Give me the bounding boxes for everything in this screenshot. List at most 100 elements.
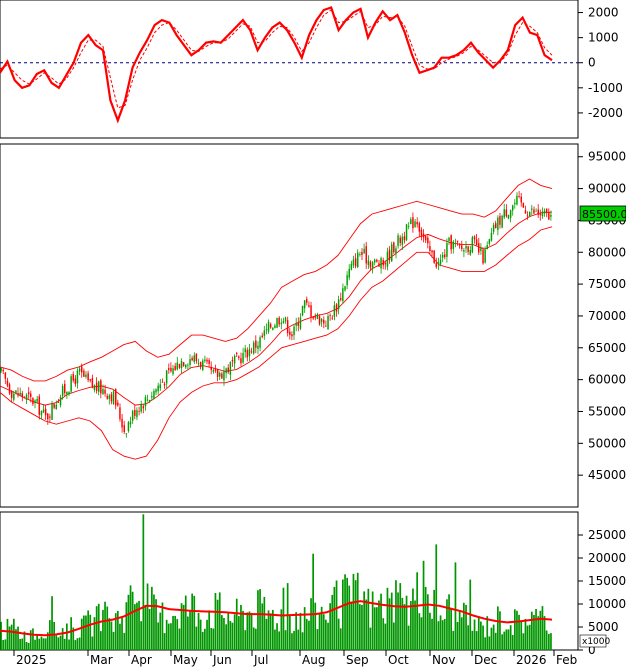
candle-body [280, 322, 283, 325]
candle-body [61, 386, 64, 396]
candle-body [535, 210, 537, 212]
candle-body [405, 224, 408, 240]
candle-body [537, 209, 539, 215]
volume-bar [191, 593, 193, 650]
price-tick-label: 55000 [588, 404, 626, 418]
volume-bar [13, 618, 15, 650]
volume-bar [492, 624, 495, 650]
candle-body [219, 373, 221, 377]
candle-body [501, 215, 503, 228]
candle-body [138, 411, 140, 412]
volume-bar [53, 622, 55, 650]
volume-bar [44, 638, 47, 650]
candle-body [350, 263, 353, 270]
volume-bar [172, 616, 174, 650]
candle-body [312, 316, 314, 319]
candle-body [95, 382, 98, 391]
candle-body [25, 394, 28, 400]
volume-bar [189, 611, 191, 650]
volume-bar [263, 596, 266, 650]
volume-bar [435, 544, 438, 650]
candle-body [144, 397, 147, 407]
macd-tick-label: 0 [588, 56, 596, 70]
candle-body [539, 213, 542, 216]
volume-layer [0, 514, 553, 650]
volume-bar [293, 630, 295, 650]
volume-bar [439, 615, 442, 650]
candle-body [514, 202, 516, 205]
candle-body [40, 410, 43, 416]
candle-body [454, 243, 457, 244]
candle-body [367, 260, 370, 265]
volume-bar [305, 618, 308, 650]
volume-bar [119, 623, 121, 650]
macd-panel [0, 0, 579, 139]
volume-tick-label: 5000 [588, 620, 619, 634]
volume-bar [151, 586, 153, 650]
candle-body [509, 210, 512, 218]
volume-bar [333, 586, 336, 650]
candle-body [458, 243, 461, 246]
volume-bar [531, 611, 533, 650]
volume-bar [401, 597, 404, 650]
candle-body [91, 378, 94, 388]
volume-bar [378, 600, 380, 650]
volume-bar [339, 628, 342, 650]
candle-body [87, 373, 89, 381]
volume-bar [208, 610, 210, 650]
candle-body [108, 395, 111, 399]
volume-bar [40, 636, 43, 650]
candle-body [420, 229, 423, 236]
volume-bar [265, 618, 268, 650]
candle-body [36, 399, 38, 402]
candle-body [44, 408, 47, 416]
candle-body [276, 317, 278, 328]
month-label: Oct [388, 653, 409, 667]
candle-body [74, 378, 77, 385]
candle-body [81, 366, 83, 373]
candle-body [206, 359, 208, 362]
candle-body [185, 364, 187, 368]
volume-bar [308, 620, 310, 650]
volume-bar [280, 609, 283, 650]
candle-body [395, 248, 397, 254]
candle-body [359, 254, 361, 256]
candle-body [248, 349, 251, 357]
volume-bar [414, 600, 416, 650]
candle-body [369, 261, 372, 268]
volume-bar [405, 595, 408, 650]
volume-bar [524, 618, 527, 650]
volume-bar [458, 610, 461, 650]
volume-bar [19, 639, 21, 650]
volume-bar [206, 619, 208, 650]
candle-body [210, 366, 212, 370]
candle-body [236, 353, 238, 355]
candle-body [325, 325, 327, 327]
volume-bar [6, 618, 9, 650]
volume-bar [104, 601, 106, 650]
volume-bar [210, 628, 213, 650]
volume-bar [246, 612, 249, 650]
candle-body [115, 388, 117, 406]
volume-bar [34, 639, 36, 650]
volume-bar [100, 631, 102, 650]
candle-body [53, 403, 55, 408]
candle-body [278, 317, 280, 325]
candle-body [386, 251, 389, 267]
candle-body [182, 362, 185, 367]
volume-bar [257, 590, 259, 650]
volume-bar [471, 630, 474, 650]
volume-bar [42, 638, 45, 650]
volume-bar [0, 621, 2, 650]
candle-body [337, 299, 340, 310]
volume-bar [267, 610, 270, 650]
volume-bar [15, 629, 17, 650]
volume-bar [295, 612, 297, 650]
volume-bar [484, 637, 486, 650]
candle-body [365, 246, 367, 264]
volume-bar [501, 634, 503, 650]
volume-bar [480, 621, 482, 650]
candle-body [238, 356, 240, 358]
candle-body [376, 259, 378, 262]
price-tick-label: 70000 [588, 309, 626, 323]
